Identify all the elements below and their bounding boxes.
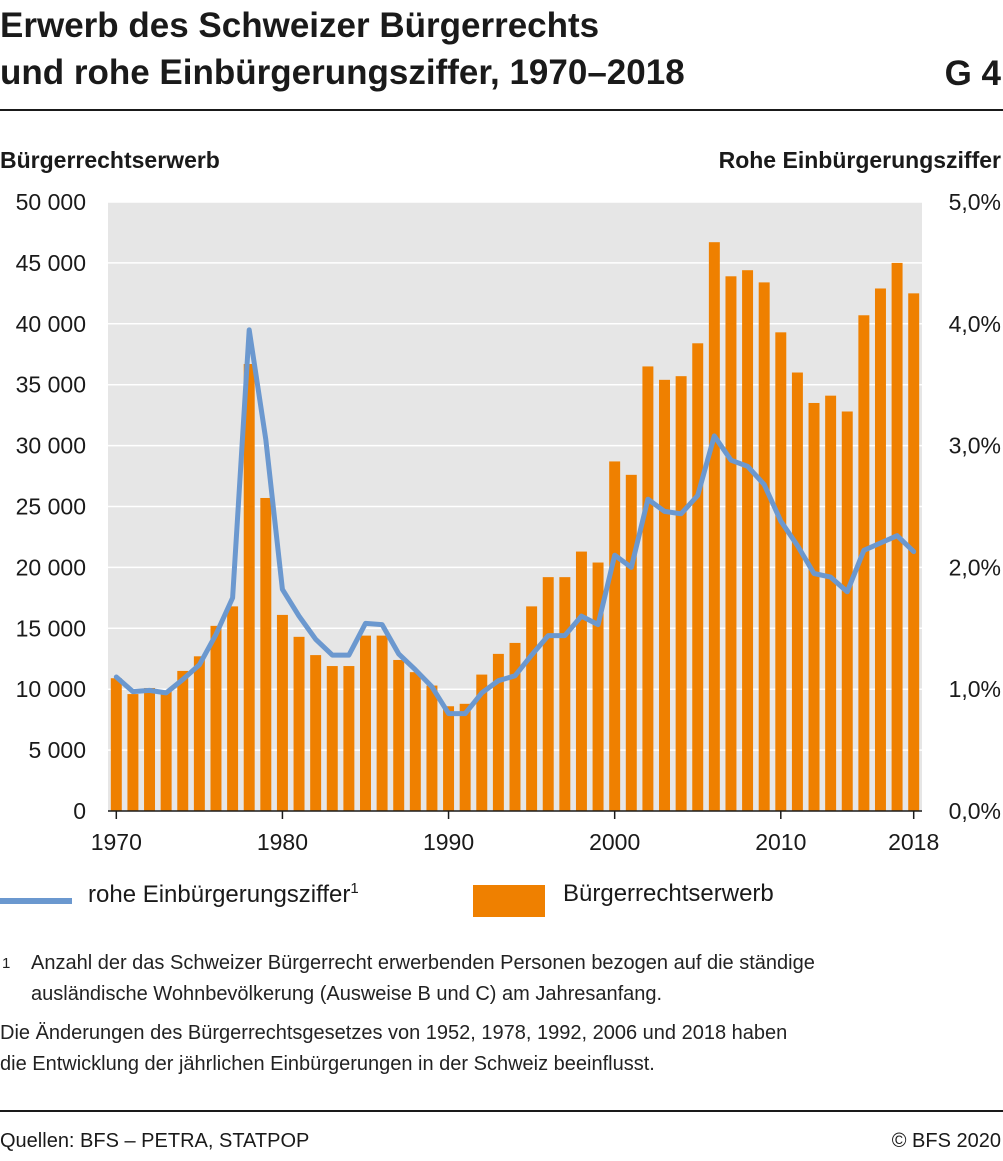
legend-bar-label: Bürgerrechtserwerb xyxy=(563,880,774,907)
bar-1988 xyxy=(409,672,421,811)
bar-2005 xyxy=(692,343,704,811)
bar-2004 xyxy=(675,376,687,811)
y-tick-label: 15 000 xyxy=(16,615,86,641)
y2-tick-label: 3,0% xyxy=(949,433,1001,459)
bar-1977 xyxy=(227,606,239,811)
bar-2007 xyxy=(725,276,737,812)
x-tick-label: 1980 xyxy=(257,829,308,855)
bar-1973 xyxy=(160,690,172,811)
bar-1974 xyxy=(177,670,189,811)
graphic-number: G 4 xyxy=(944,54,1001,93)
source-text: Quellen: BFS – PETRA, STATPOP xyxy=(0,1130,310,1152)
bar-1986 xyxy=(376,635,388,811)
bar-1982 xyxy=(310,655,322,811)
bar-1984 xyxy=(343,666,355,811)
x-tick-label: 1970 xyxy=(91,829,142,855)
bar-1996 xyxy=(542,577,554,811)
footnote-1: Anzahl der das Schweizer Bürgerrecht erw… xyxy=(31,952,815,1005)
right-axis-title: Rohe Einbürgerungsziffer xyxy=(718,147,1001,173)
bar-1995 xyxy=(526,606,538,811)
footnote-mark: 1 xyxy=(2,955,11,972)
bar-1991 xyxy=(459,703,471,811)
y2-tick-label: 1,0% xyxy=(949,676,1001,702)
y-tick-label: 25 000 xyxy=(16,494,86,520)
y2-tick-label: 0,0% xyxy=(949,798,1001,824)
bar-2003 xyxy=(659,379,670,811)
y-tick-label: 5 000 xyxy=(28,737,86,763)
bar-2015 xyxy=(858,315,870,811)
y2-tick-label: 4,0% xyxy=(949,311,1001,337)
bar-2001 xyxy=(625,474,637,811)
bar-1978 xyxy=(243,363,255,811)
y-tick-label: 10 000 xyxy=(16,676,86,702)
bottom-rule xyxy=(0,1110,1003,1112)
bar-1992 xyxy=(476,674,488,811)
y-tick-label: 0 xyxy=(73,798,86,824)
y-tick-label: 20 000 xyxy=(16,554,86,580)
bar-1999 xyxy=(592,562,604,811)
chart-svg: 0 5 000 10 000 15 000 20 000 25 000 30 000 35 0… xyxy=(16,189,1001,855)
line-rohe-einbuergerungsziffer xyxy=(113,327,917,717)
bar-1981 xyxy=(293,636,305,811)
y-tick-label: 50 000 xyxy=(16,189,86,215)
copyright-text: © BFS 2020 xyxy=(891,1130,1001,1152)
y-tick-label: 45 000 xyxy=(16,250,86,276)
title-line-1: Erwerb des Schweizer Bürgerrechts xyxy=(0,6,600,45)
y-tick-label: 35 000 xyxy=(16,372,86,398)
bar-2016 xyxy=(874,288,886,811)
top-rule xyxy=(0,109,1003,111)
bar-2000 xyxy=(609,461,621,811)
bar-2002 xyxy=(642,366,654,811)
bar-1972 xyxy=(144,687,156,811)
bar-1976 xyxy=(210,625,222,811)
bar-1997 xyxy=(559,577,571,811)
x-tick-label: 2000 xyxy=(589,829,640,855)
legend-line-swatch xyxy=(0,898,72,904)
bar-1993 xyxy=(492,653,504,811)
bar-2013 xyxy=(825,395,837,811)
bar-1987 xyxy=(393,659,405,811)
bar-1994 xyxy=(509,642,521,811)
x-tick-label: 2010 xyxy=(755,829,806,855)
x-tick-label: 1990 xyxy=(423,829,474,855)
legend-line-label: rohe Einbürgerungsziffer1 xyxy=(88,880,359,908)
bar-1980 xyxy=(276,614,288,811)
title-line-2: und rohe Einbürgerungsziffer, 1970–2018 xyxy=(0,53,685,92)
bar-2012 xyxy=(808,402,820,811)
bar-1990 xyxy=(443,706,455,811)
bar-1970 xyxy=(110,678,122,811)
bar-1979 xyxy=(260,497,272,811)
bar-2008 xyxy=(742,270,754,811)
bar-1971 xyxy=(127,694,139,811)
bar-1985 xyxy=(360,635,371,811)
y-tick-label: 30 000 xyxy=(16,433,86,459)
bar-1998 xyxy=(575,551,587,811)
bar-1983 xyxy=(326,666,338,811)
bar-1975 xyxy=(193,656,205,811)
y2-tick-label: 5,0% xyxy=(949,189,1001,215)
bar-2014 xyxy=(841,411,853,811)
note-text: Die Änderungen des Bürgerrechtsgesetzes … xyxy=(0,1022,788,1075)
x-tick-label: 2018 xyxy=(888,829,939,855)
legend-bar-swatch xyxy=(473,885,545,917)
bar-1989 xyxy=(426,685,438,811)
y-tick-label: 40 000 xyxy=(16,311,86,337)
left-axis-title: Bürgerrechtserwerb xyxy=(0,147,220,173)
bar-2011 xyxy=(791,372,803,811)
bar-2006 xyxy=(708,242,720,812)
bar-2009 xyxy=(758,282,770,811)
chart-title: Erwerb des Schweizer Bürgerrechts und ro… xyxy=(0,2,900,96)
bar-2010 xyxy=(775,332,787,811)
y2-tick-label: 2,0% xyxy=(949,554,1001,580)
